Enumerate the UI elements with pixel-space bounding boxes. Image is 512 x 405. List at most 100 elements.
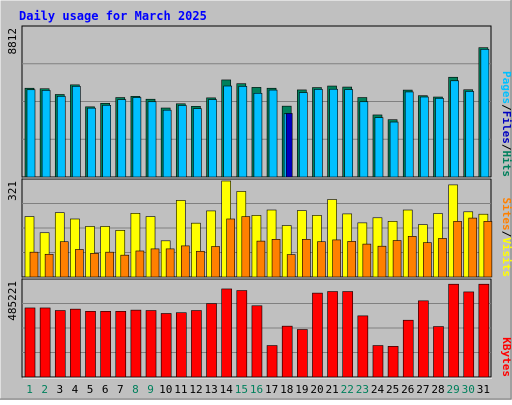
files-bar <box>480 49 490 178</box>
sites-bar <box>392 240 402 278</box>
sites-bar <box>211 246 220 278</box>
files-bar <box>162 109 172 178</box>
x-tick-label: 11 <box>174 383 187 396</box>
visits-bar <box>24 216 35 278</box>
x-tick-label: 17 <box>265 383 278 396</box>
x-tick-label: 7 <box>117 383 124 396</box>
x-tick-label: 4 <box>72 383 79 396</box>
files-bar <box>193 108 202 178</box>
x-tick-label: 28 <box>431 383 444 396</box>
files-bar <box>465 91 475 178</box>
sites-bar <box>332 239 341 278</box>
kbytes-bar <box>70 308 81 378</box>
files-bar <box>26 89 36 178</box>
panels-layer: 8812Pages/Files/Hits321Sites/Visits48522… <box>6 25 512 379</box>
visits-bar <box>85 226 95 278</box>
kbytes-bar <box>145 310 157 378</box>
sites-bar <box>59 241 69 278</box>
sites-bar <box>453 221 462 278</box>
kbytes-bar <box>357 315 369 378</box>
visits-bar <box>115 230 126 278</box>
x-tick-label: 3 <box>57 383 64 396</box>
files-bar <box>435 98 444 178</box>
x-tick-label: 26 <box>401 383 414 396</box>
kbytes-bar <box>160 313 172 378</box>
kbytes-legend: KBytes <box>500 337 512 377</box>
kbytes-bar <box>297 329 308 378</box>
sites-bar <box>75 249 84 278</box>
requests-max-label: 8812 <box>6 28 19 55</box>
sites-bar <box>165 248 175 278</box>
kbytes-bar <box>478 283 490 378</box>
visitors-legend: Sites/Visits <box>500 198 512 278</box>
visitors-max-label: 321 <box>6 181 19 201</box>
kbytes-bar <box>327 291 338 378</box>
kbytes-bar <box>85 311 96 378</box>
kbytes-bar <box>387 346 399 378</box>
visits-bar <box>281 225 292 278</box>
sites-bar <box>256 240 266 278</box>
sites-bar <box>286 254 296 278</box>
x-tick-label: 13 <box>204 383 217 396</box>
sites-bar <box>135 250 145 278</box>
sites-bar <box>105 251 114 278</box>
files-bar <box>56 96 66 178</box>
sites-bar <box>196 250 205 278</box>
sites-bar <box>226 218 235 278</box>
x-tick-label: 14 <box>220 383 234 396</box>
x-tick-label: 10 <box>159 383 172 396</box>
files-bar <box>314 89 323 178</box>
legend-item-pages: Pages <box>500 71 512 104</box>
kbytes-bar <box>281 325 293 378</box>
sites-bar <box>317 241 326 278</box>
kbytes-bar <box>221 288 232 378</box>
sites-bar <box>423 242 432 278</box>
sites-bar <box>302 239 311 278</box>
legend-separator: / <box>500 104 512 111</box>
sites-bar <box>241 216 251 278</box>
legend-item-files: Files <box>500 111 512 144</box>
sites-bar <box>180 245 190 278</box>
x-tick-label: 6 <box>102 383 109 396</box>
kbytes-max-label: 485221 <box>6 281 19 321</box>
files-bar <box>268 89 278 178</box>
x-tick-label: 22 <box>341 383 354 396</box>
sites-bar <box>90 253 99 278</box>
kbytes-bar <box>312 292 323 378</box>
kbytes-bar <box>372 345 384 378</box>
files-bar <box>374 117 384 178</box>
legend-separator: / <box>500 144 512 151</box>
x-tick-label: 15 <box>235 383 248 396</box>
legend-item-visits: Visits <box>500 237 512 277</box>
visits-bar <box>327 199 337 278</box>
sites-bar <box>271 239 281 278</box>
visits-bar <box>206 210 216 278</box>
x-tick-label: 1 <box>26 383 33 396</box>
files-bar <box>253 93 263 178</box>
files-bar <box>117 99 127 178</box>
x-tick-label: 5 <box>87 383 94 396</box>
kbytes-bar <box>266 345 278 378</box>
kbytes-bar <box>433 326 444 378</box>
kbytes-bar <box>448 283 459 378</box>
sites-bar <box>347 241 357 278</box>
sites-bar <box>483 221 493 278</box>
x-tick-label: 24 <box>371 383 385 396</box>
kbytes-bar <box>206 303 217 378</box>
visits-bar <box>191 222 201 278</box>
pages-bar <box>285 113 293 178</box>
files-bar <box>450 80 459 178</box>
x-tick-label: 9 <box>147 383 154 396</box>
files-bar <box>102 105 111 178</box>
sites-bar <box>362 243 372 278</box>
files-bar <box>404 91 414 178</box>
kbytes-bar <box>175 312 187 378</box>
kbytes-bar <box>54 310 66 378</box>
files-bar <box>344 89 354 178</box>
x-tick-label: 18 <box>280 383 293 396</box>
x-tick-label: 2 <box>41 383 48 396</box>
x-tick-label: 25 <box>386 383 399 396</box>
x-tick-label: 29 <box>447 383 460 396</box>
